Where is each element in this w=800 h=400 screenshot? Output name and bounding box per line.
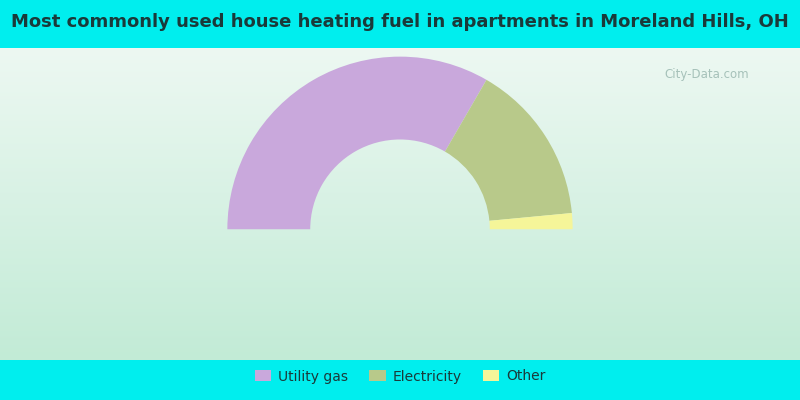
- Text: Most commonly used house heating fuel in apartments in Moreland Hills, OH: Most commonly used house heating fuel in…: [11, 13, 789, 31]
- Wedge shape: [227, 57, 486, 229]
- Wedge shape: [490, 213, 573, 229]
- Text: City-Data.com: City-Data.com: [664, 68, 749, 81]
- Wedge shape: [445, 80, 572, 221]
- Legend: Utility gas, Electricity, Other: Utility gas, Electricity, Other: [249, 364, 551, 389]
